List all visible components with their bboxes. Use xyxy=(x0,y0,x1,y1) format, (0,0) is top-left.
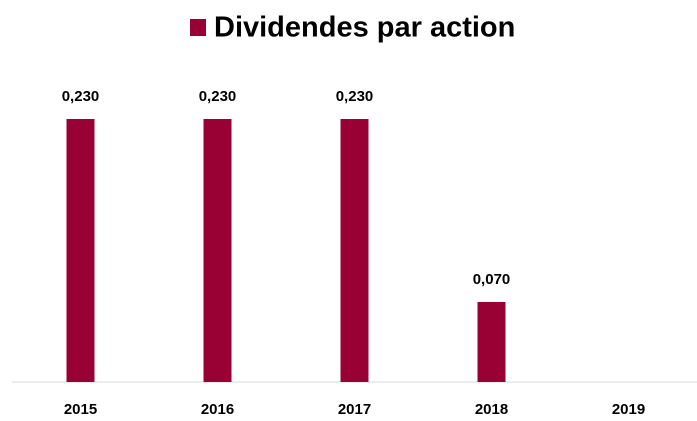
x-tick-label: 2019 xyxy=(612,401,645,418)
legend-swatch xyxy=(190,19,206,36)
value-label: 0,070 xyxy=(473,271,511,288)
value-label: 0,230 xyxy=(199,88,237,105)
x-tick-label: 2017 xyxy=(338,401,371,418)
x-tick-label: 2016 xyxy=(201,401,234,418)
bar xyxy=(340,119,369,382)
x-tick-label: 2018 xyxy=(475,401,508,418)
x-tick-label: 2015 xyxy=(64,401,97,418)
legend-label: Dividendes par action xyxy=(214,12,515,44)
value-label: 0,230 xyxy=(336,88,374,105)
value-label: 0,230 xyxy=(62,88,100,105)
bar xyxy=(203,119,232,382)
bar xyxy=(477,301,506,382)
bar xyxy=(66,119,95,382)
